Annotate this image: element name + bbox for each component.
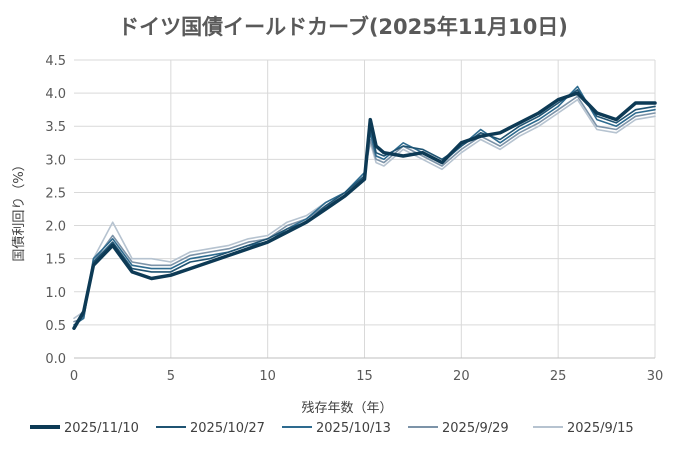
- y-tick-label: 2.5: [45, 186, 66, 201]
- y-tick-label: 4.0: [45, 87, 66, 102]
- x-axis-label: 残存年数（年）: [301, 401, 392, 416]
- x-tick-label: 5: [167, 369, 175, 384]
- chart-title: ドイツ国債イールドカーブ(2025年11月10日): [118, 15, 568, 39]
- x-tick-label: 30: [647, 369, 664, 384]
- y-tick-label: 0.5: [45, 319, 66, 334]
- x-tick-label: 0: [70, 369, 78, 384]
- y-tick-label: 2.0: [45, 220, 66, 235]
- x-tick-label: 25: [550, 369, 567, 384]
- gridlines: [74, 59, 656, 359]
- plot-area: [72, 85, 657, 330]
- legend-label: 2025/10/27: [190, 421, 265, 436]
- y-axis-label: 国債利回り（%）: [12, 158, 27, 261]
- legend: 2025/11/10 2025/10/27 2025/10/13 2025/9/29 2…: [30, 421, 634, 436]
- legend-label: 2025/9/29: [442, 421, 509, 436]
- y-tick-label: 0.0: [45, 352, 66, 367]
- y-tick-label: 4.5: [45, 54, 66, 69]
- y-tick-label: 3.0: [45, 153, 66, 168]
- y-tick-label: 3.5: [45, 120, 66, 135]
- y-tick-label: 1.0: [45, 286, 66, 301]
- legend-label: 2025/11/10: [64, 421, 139, 436]
- y-tick-label: 1.5: [45, 253, 66, 268]
- x-tick-label: 20: [453, 369, 470, 384]
- x-tick-label: 10: [259, 369, 276, 384]
- series-line-0: [72, 91, 657, 330]
- y-axis-ticks: 0.0 0.5 1.0 1.5 2.0 2.5 3.0 3.5 4.0 4.5: [45, 54, 66, 367]
- legend-label: 2025/10/13: [316, 421, 391, 436]
- legend-label: 2025/9/15: [567, 421, 634, 436]
- x-axis-ticks: 0 5 10 15 20 25 30: [70, 369, 663, 384]
- x-tick-label: 15: [356, 369, 373, 384]
